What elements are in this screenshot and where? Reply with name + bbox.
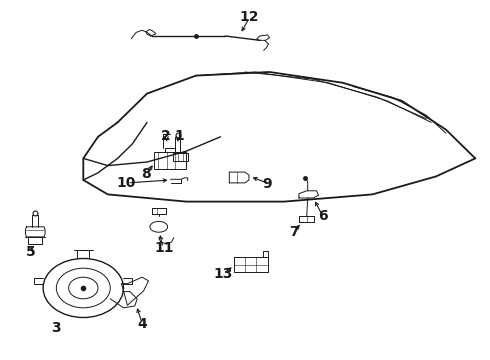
Text: 11: 11 (154, 242, 174, 255)
Text: 4: 4 (137, 317, 147, 331)
Text: 6: 6 (318, 209, 328, 223)
Text: 9: 9 (262, 177, 272, 190)
Text: 12: 12 (239, 10, 259, 24)
Text: 13: 13 (213, 267, 233, 281)
Text: 1: 1 (174, 129, 184, 143)
Text: 3: 3 (51, 321, 61, 335)
Text: 2: 2 (161, 129, 171, 143)
Text: 10: 10 (117, 176, 136, 190)
Text: 5: 5 (25, 245, 35, 259)
Text: 8: 8 (141, 167, 151, 180)
Text: 7: 7 (289, 225, 299, 239)
